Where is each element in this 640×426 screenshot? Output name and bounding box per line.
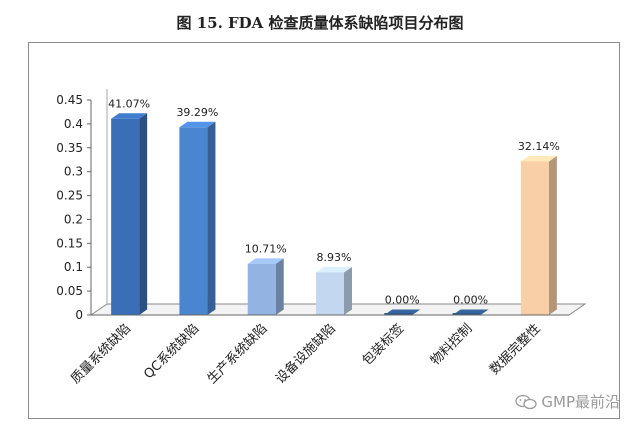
- bar: [452, 313, 481, 315]
- y-tick-label: 0.15: [56, 236, 83, 250]
- y-tick-label: 0.1: [64, 260, 83, 274]
- bar-top: [520, 155, 557, 162]
- wechat-icon: [515, 394, 538, 409]
- data-label: 10.71%: [245, 242, 287, 255]
- bar-side: [207, 121, 216, 315]
- category-label: 质量系统缺陷: [68, 321, 134, 387]
- data-label: 41.07%: [108, 97, 150, 110]
- data-label: 0.00%: [385, 294, 420, 307]
- bar-side: [548, 155, 557, 315]
- bar: [316, 272, 344, 315]
- category-label: 数据完整性: [487, 321, 544, 378]
- chart-title: 图 15. FDA 检查质量体系缺陷项目分布图: [176, 14, 464, 32]
- y-tick-label: 0.4: [64, 117, 83, 131]
- y-tick-label: 0.45: [56, 93, 83, 107]
- y-tick-label: 0.3: [64, 165, 83, 179]
- watermark: GMP最前沿: [515, 391, 620, 412]
- y-tick-label: 0.35: [56, 141, 83, 155]
- category-label: 生产系统缺陷: [205, 321, 271, 387]
- category-label: 设备设施缺陷: [272, 321, 338, 387]
- bar-top: [111, 113, 148, 119]
- bar-top: [247, 258, 284, 264]
- bar: [520, 161, 549, 315]
- bar: [247, 263, 276, 315]
- bar-top: [316, 266, 352, 273]
- bar-side: [344, 266, 352, 315]
- bar: [111, 118, 140, 315]
- category-label: QC系统缺陷: [141, 321, 202, 382]
- bar-side: [139, 113, 148, 315]
- data-label: 32.14%: [518, 140, 560, 153]
- data-label: 0.00%: [453, 294, 488, 307]
- y-tick-label: 0.2: [64, 212, 83, 226]
- data-label: 39.29%: [176, 106, 218, 119]
- category-label: 物料控制: [428, 321, 475, 368]
- y-tick-label: 0: [75, 308, 83, 322]
- bar-top: [179, 121, 216, 128]
- watermark-text: GMP最前沿: [541, 393, 620, 411]
- category-label: 包装标签: [359, 321, 407, 369]
- bar: [179, 127, 208, 315]
- bar-chart: 0 0.05 0.1 0.15 0.2 0.25 0.3 0.35 0.4 0.45 41.07% 质…: [56, 89, 587, 387]
- y-tick-label: 0.25: [56, 189, 83, 203]
- bar-side: [275, 258, 284, 315]
- chart-frame: 0 0.05 0.1 0.15 0.2 0.25 0.3 0.35 0.4 0.45 41.07% 质…: [28, 42, 620, 419]
- y-tick-label: 0.05: [56, 284, 83, 298]
- bar: [384, 313, 413, 315]
- data-label: 8.93%: [317, 251, 352, 264]
